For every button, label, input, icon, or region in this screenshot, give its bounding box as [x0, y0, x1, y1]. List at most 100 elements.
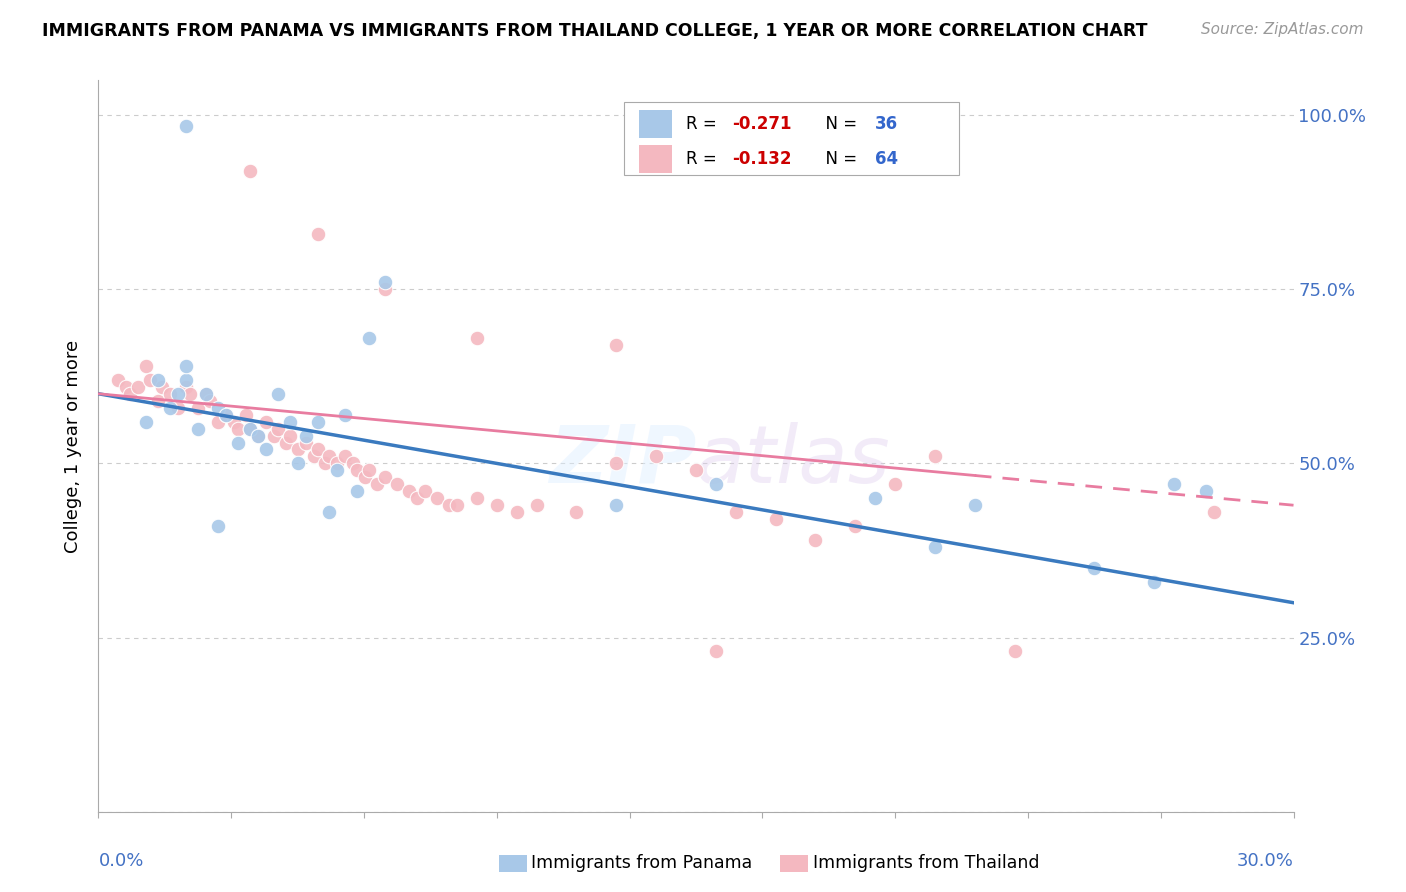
Point: [246, 428, 269, 442]
Point: [413, 484, 436, 499]
Point: [346, 484, 368, 499]
Point: [167, 401, 190, 415]
Point: [167, 386, 190, 401]
Point: [1163, 477, 1185, 491]
Point: [107, 373, 129, 387]
Text: ZIP: ZIP: [548, 422, 696, 500]
Point: [374, 275, 396, 289]
Text: 64: 64: [876, 150, 898, 169]
Point: [385, 477, 409, 491]
Point: [302, 450, 325, 464]
Text: R =: R =: [686, 115, 723, 133]
Point: [765, 512, 787, 526]
Point: [565, 505, 588, 519]
Point: [150, 380, 173, 394]
Point: [605, 457, 627, 471]
Point: [195, 386, 218, 401]
Point: [274, 435, 297, 450]
Point: [318, 505, 340, 519]
Text: N =: N =: [815, 150, 863, 169]
Point: [254, 415, 277, 429]
Point: [446, 498, 468, 512]
Point: [226, 435, 249, 450]
Point: [159, 401, 181, 415]
Point: [207, 519, 229, 533]
Point: [148, 373, 170, 387]
Point: [187, 421, 209, 435]
Point: [207, 415, 229, 429]
Point: [1195, 484, 1218, 499]
Y-axis label: College, 1 year or more: College, 1 year or more: [65, 340, 83, 552]
Text: Immigrants from Thailand: Immigrants from Thailand: [813, 855, 1039, 872]
Point: [884, 477, 907, 491]
Point: [374, 470, 396, 484]
Text: atlas: atlas: [696, 422, 891, 500]
Point: [315, 457, 337, 471]
Point: [179, 386, 201, 401]
FancyBboxPatch shape: [624, 103, 959, 176]
Point: [804, 533, 827, 547]
Point: [704, 644, 727, 658]
Point: [924, 450, 946, 464]
Point: [278, 428, 301, 442]
Point: [207, 401, 229, 415]
Point: [267, 386, 290, 401]
Point: [135, 415, 157, 429]
Point: [187, 401, 209, 415]
Point: [287, 442, 309, 457]
Text: -0.271: -0.271: [733, 115, 792, 133]
Point: [120, 386, 142, 401]
Point: [294, 435, 316, 450]
Point: [127, 380, 149, 394]
Point: [139, 373, 162, 387]
Point: [1202, 505, 1225, 519]
Point: [685, 463, 707, 477]
Point: [174, 380, 197, 394]
Point: [307, 227, 329, 241]
Point: [226, 421, 249, 435]
Point: [318, 450, 340, 464]
Point: [346, 463, 368, 477]
FancyBboxPatch shape: [638, 145, 672, 173]
Point: [239, 421, 262, 435]
Text: 0.0%: 0.0%: [98, 852, 143, 870]
Point: [366, 477, 388, 491]
Point: [159, 386, 181, 401]
Point: [724, 505, 747, 519]
Point: [844, 519, 866, 533]
Point: [195, 386, 218, 401]
Point: [924, 540, 946, 554]
Point: [342, 457, 364, 471]
Text: 30.0%: 30.0%: [1237, 852, 1294, 870]
Point: [215, 408, 238, 422]
Point: [465, 491, 488, 506]
Point: [485, 498, 508, 512]
Text: 36: 36: [876, 115, 898, 133]
Point: [254, 442, 277, 457]
Point: [374, 282, 396, 296]
Point: [465, 331, 488, 345]
Point: [326, 463, 349, 477]
Point: [406, 491, 429, 506]
Point: [605, 338, 627, 352]
Point: [307, 415, 329, 429]
Point: [359, 331, 381, 345]
Text: -0.132: -0.132: [733, 150, 792, 169]
Point: [215, 408, 238, 422]
Point: [294, 428, 316, 442]
Point: [326, 457, 349, 471]
Point: [267, 421, 290, 435]
Point: [335, 450, 357, 464]
Text: N =: N =: [815, 115, 863, 133]
Point: [148, 393, 170, 408]
Point: [605, 498, 627, 512]
Point: [174, 359, 197, 373]
Point: [704, 477, 727, 491]
Point: [506, 505, 529, 519]
Text: R =: R =: [686, 150, 723, 169]
Point: [1004, 644, 1026, 658]
FancyBboxPatch shape: [638, 111, 672, 138]
Point: [239, 164, 262, 178]
Point: [1083, 561, 1105, 575]
Point: [235, 408, 257, 422]
